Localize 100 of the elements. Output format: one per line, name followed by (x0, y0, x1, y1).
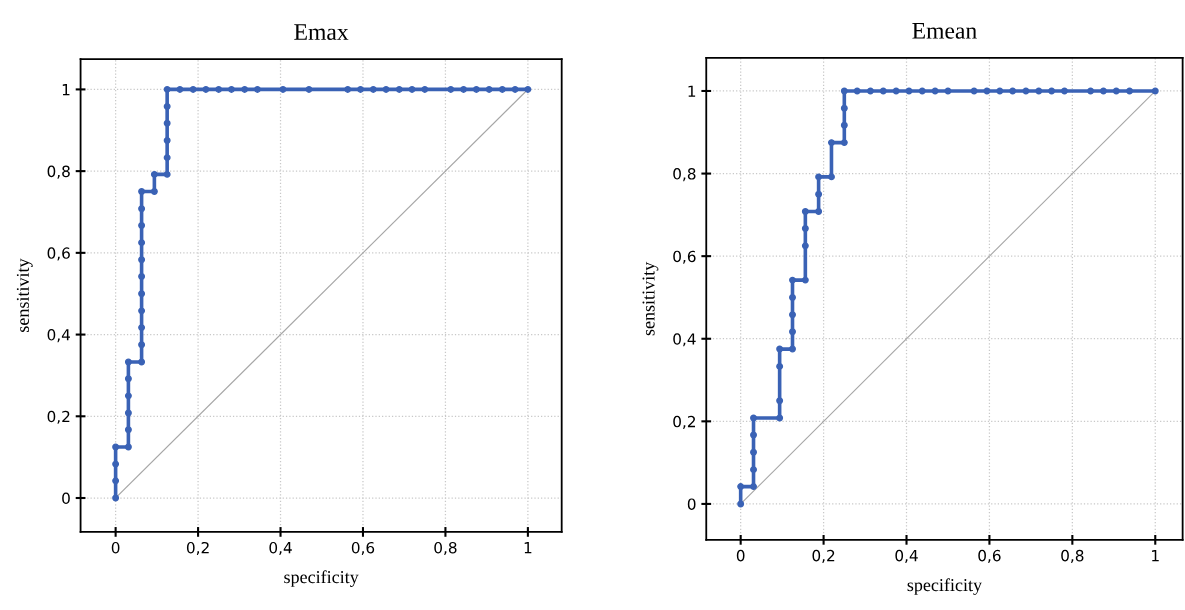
point (138, 358, 146, 366)
point (138, 341, 146, 349)
point (1112, 87, 1120, 95)
point (1048, 87, 1056, 95)
point (789, 311, 796, 319)
point (1022, 87, 1030, 95)
point (138, 205, 146, 213)
point (138, 188, 146, 196)
point (369, 85, 377, 93)
point (305, 85, 313, 93)
point (357, 85, 364, 93)
point (344, 85, 352, 93)
y-tick-label: 0,6 (673, 250, 696, 264)
point (176, 85, 184, 93)
y-tick-label: 0 (62, 492, 70, 505)
y-tick-label: 0,4 (47, 329, 70, 343)
point (498, 85, 506, 93)
point (1126, 87, 1134, 95)
x-axis-title: specificity (907, 578, 982, 595)
point (279, 85, 287, 93)
point (737, 500, 745, 508)
point (815, 173, 823, 181)
y-tick-label: 0,8 (673, 168, 696, 182)
point (112, 494, 120, 502)
point (776, 345, 784, 353)
x-tick-label: 0,2 (186, 541, 209, 556)
point (866, 87, 874, 95)
point (511, 85, 519, 93)
point (789, 276, 796, 284)
point (124, 426, 132, 434)
point (124, 358, 132, 366)
point (750, 448, 757, 456)
point (227, 85, 235, 93)
point (801, 225, 809, 232)
point (789, 328, 796, 336)
point (124, 392, 132, 400)
point (112, 477, 120, 485)
y-tick-label: 0 (687, 498, 696, 510)
point (124, 375, 132, 383)
point (750, 483, 757, 491)
point (801, 242, 809, 250)
point (789, 293, 796, 301)
point (189, 85, 197, 93)
point (776, 414, 784, 422)
point (840, 87, 848, 95)
x-tick-label: 0,2 (812, 549, 835, 563)
point (163, 103, 171, 111)
point (138, 324, 146, 332)
x-tick-label: 0,6 (978, 549, 1001, 563)
point (789, 345, 796, 353)
x-tick-label: 0,8 (434, 541, 457, 556)
x-tick-label: 0 (111, 541, 120, 554)
point (827, 173, 835, 181)
y-tick-label: 1 (688, 85, 696, 97)
point (750, 466, 757, 474)
y-tick-label: 0,2 (47, 410, 70, 424)
x-tick-label: 0,8 (1061, 549, 1084, 563)
point (970, 87, 978, 95)
point (1099, 87, 1107, 95)
chart-title: Emax (294, 24, 349, 40)
point (124, 409, 132, 417)
point (827, 139, 835, 147)
point (750, 414, 757, 422)
point (138, 273, 146, 281)
point (447, 85, 455, 93)
point (801, 276, 809, 284)
point (408, 85, 416, 93)
point (524, 85, 532, 93)
point (918, 87, 926, 95)
point (150, 188, 158, 196)
point (163, 170, 171, 178)
x-tick-label: 0 (736, 549, 745, 562)
point (202, 85, 210, 93)
x-tick-label: 0,6 (351, 541, 375, 556)
point (138, 221, 146, 229)
point (1151, 87, 1159, 95)
point (163, 137, 171, 144)
point (382, 85, 390, 93)
point (460, 85, 468, 93)
point (815, 208, 823, 216)
point (931, 87, 939, 95)
point (853, 87, 861, 95)
point (996, 87, 1004, 95)
point (750, 431, 757, 439)
point (215, 85, 223, 93)
point (1060, 87, 1068, 95)
point (138, 256, 146, 264)
point (472, 85, 480, 93)
point (776, 362, 784, 370)
x-tick-label: 1 (1152, 550, 1159, 562)
point (879, 87, 887, 95)
y-axis-title: sensitivity (642, 261, 659, 336)
point (421, 85, 429, 93)
chart-title: Emean (912, 23, 977, 39)
point (124, 443, 132, 451)
point (801, 208, 809, 216)
point (163, 85, 171, 93)
point (737, 483, 745, 491)
point (163, 119, 171, 127)
point (840, 104, 848, 112)
